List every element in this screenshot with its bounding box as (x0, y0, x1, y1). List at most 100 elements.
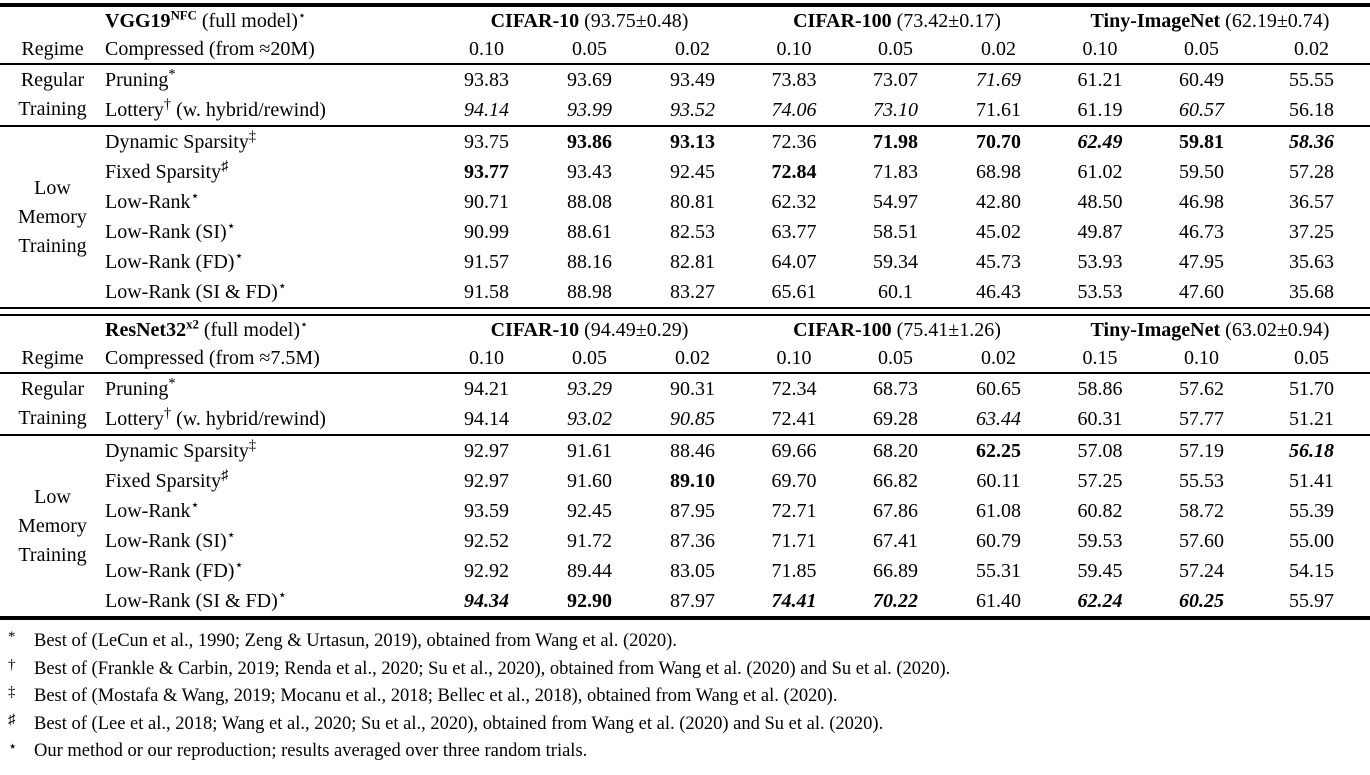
table-row: Lottery† (w. hybrid/rewind) 94.14 93.99 93.… (0, 95, 1370, 126)
method-cell: Dynamic Sparsity‡ (105, 126, 435, 157)
result-value: 71.83 (873, 161, 918, 183)
result-value: 89.44 (567, 560, 612, 582)
result-value: 72.41 (771, 408, 817, 430)
result-value: 57.77 (1179, 408, 1225, 430)
footnote-line: * Best of (LeCun et al., 1990; Zeng & Urt… (8, 629, 677, 651)
result-value: 63.77 (771, 221, 817, 243)
dataset-accuracy-stat: (75.41±1.26) (896, 319, 1001, 341)
result-value: 91.72 (567, 530, 612, 552)
result-value: 90.71 (464, 191, 509, 213)
result-value: 57.62 (1179, 378, 1225, 400)
dataset-name: CIFAR-100 (793, 319, 892, 341)
result-value: 37.25 (1289, 221, 1335, 243)
result-value: 88.46 (670, 440, 715, 462)
method-name: Lottery (105, 99, 164, 121)
result-value: 67.41 (873, 530, 918, 552)
star-icon: ⋆ (297, 8, 306, 23)
vgg-results-table: VGG19NFC (full model)⋆ CIFAR-10 (93.75±0.48… (0, 3, 1370, 309)
model-name: VGG19 (105, 10, 171, 32)
result-value: 53.53 (1077, 281, 1123, 303)
result-value: 55.53 (1179, 470, 1225, 492)
method-cell: Low-Rank (SI & FD)⋆ (105, 586, 435, 618)
sparsity-level: 0.02 (675, 38, 710, 60)
result-value: 89.10 (670, 470, 715, 492)
method-cell: Low-Rank⋆ (105, 187, 435, 217)
dataset-name: Tiny-ImageNet (1090, 10, 1221, 32)
method-footnote-marker: † (163, 405, 172, 422)
result-value: 74.06 (771, 99, 817, 121)
result-value: 55.97 (1289, 590, 1335, 612)
method-name: Low-Rank (FD) (105, 560, 235, 582)
footnote-line: ‡ Best of (Mostafa & Wang, 2019; Mocanu e… (8, 684, 838, 706)
result-value: 82.81 (670, 251, 715, 273)
sparsity-level: 0.10 (776, 347, 812, 369)
dataset-header: Tiny-ImageNet (63.02±0.94) (1050, 315, 1370, 344)
corner-cell (0, 5, 105, 35)
method-name: Low-Rank (105, 191, 191, 213)
result-value: 57.25 (1077, 470, 1123, 492)
table-row: Low-Rank (SI)⋆ 92.52 91.72 87.36 71.71 67.41 6… (0, 526, 1370, 556)
result-value: 69.70 (771, 470, 817, 492)
result-value: 59.45 (1077, 560, 1123, 582)
result-value: 80.81 (670, 191, 715, 213)
result-value: 53.93 (1077, 251, 1123, 273)
result-value: 90.31 (670, 378, 715, 400)
method-footnote-marker: ⋆ (277, 587, 287, 604)
regime-label: Low Memory Training (18, 485, 87, 566)
result-value: 47.60 (1179, 281, 1225, 303)
resnet-results-table: ResNet32x2 (full model)⋆ CIFAR-10 (94.49±0.… (0, 314, 1370, 620)
result-value: 45.02 (976, 221, 1021, 243)
regime-label: Regular Training (18, 69, 87, 120)
method-footnote-marker: ‡ (248, 128, 257, 145)
result-value: 36.57 (1289, 191, 1335, 213)
result-value: 92.45 (567, 500, 612, 522)
result-value: 74.41 (771, 590, 817, 612)
dataset-name: Tiny-ImageNet (1090, 319, 1221, 341)
result-value: 60.79 (976, 530, 1021, 552)
sparsity-level: 0.02 (675, 347, 710, 369)
method-cell: Low-Rank (FD)⋆ (105, 556, 435, 586)
result-value: 93.75 (464, 131, 509, 153)
method-rest: (w. hybrid/rewind) (171, 99, 326, 121)
dataset-name: CIFAR-10 (490, 319, 580, 341)
result-value: 83.05 (670, 560, 715, 582)
result-value: 87.95 (670, 500, 715, 522)
result-value: 66.82 (873, 470, 918, 492)
result-value: 60.25 (1179, 590, 1225, 612)
result-value: 93.13 (670, 131, 715, 153)
result-value: 87.97 (670, 590, 715, 612)
result-value: 61.19 (1077, 99, 1123, 121)
result-value: 71.85 (771, 560, 817, 582)
result-value: 55.55 (1289, 69, 1335, 91)
result-value: 59.50 (1179, 161, 1225, 183)
regime-header: Regime (21, 38, 84, 60)
footnote-line: ⋆ Our method or our reproduction; results… (8, 739, 588, 761)
result-value: 93.69 (567, 69, 612, 91)
sparsity-level: 0.10 (1184, 347, 1220, 369)
results-tables-container: VGG19NFC (full model)⋆ CIFAR-10 (93.75±0.48… (0, 3, 1370, 620)
method-cell: Low-Rank (FD)⋆ (105, 247, 435, 277)
result-value: 54.97 (873, 191, 918, 213)
result-value: 91.60 (567, 470, 612, 492)
result-value: 61.21 (1077, 69, 1123, 91)
star-icon: ⋆ (299, 317, 308, 332)
result-value: 47.95 (1179, 251, 1225, 273)
result-value: 58.36 (1289, 131, 1335, 153)
method-cell: Pruning* (105, 64, 435, 95)
result-value: 93.86 (567, 131, 612, 153)
result-value: 94.14 (464, 99, 509, 121)
result-value: 60.1 (878, 281, 913, 303)
result-value: 61.08 (976, 500, 1021, 522)
result-value: 59.53 (1077, 530, 1123, 552)
result-value: 82.53 (670, 221, 715, 243)
result-value: 92.52 (464, 530, 509, 552)
regime-group: Low Memory Training Dynamic Sparsity‡ 93.7… (0, 126, 1370, 308)
result-value: 68.20 (873, 440, 918, 462)
sparsity-level: 0.05 (1294, 347, 1330, 369)
dataset-name: CIFAR-100 (793, 10, 892, 32)
sparsity-level: 0.10 (469, 347, 504, 369)
result-value: 90.99 (464, 221, 509, 243)
result-value: 57.19 (1179, 440, 1225, 462)
method-name: Low-Rank (SI & FD) (105, 590, 278, 612)
footnote-text: Our method or our reproduction; results … (34, 741, 588, 761)
